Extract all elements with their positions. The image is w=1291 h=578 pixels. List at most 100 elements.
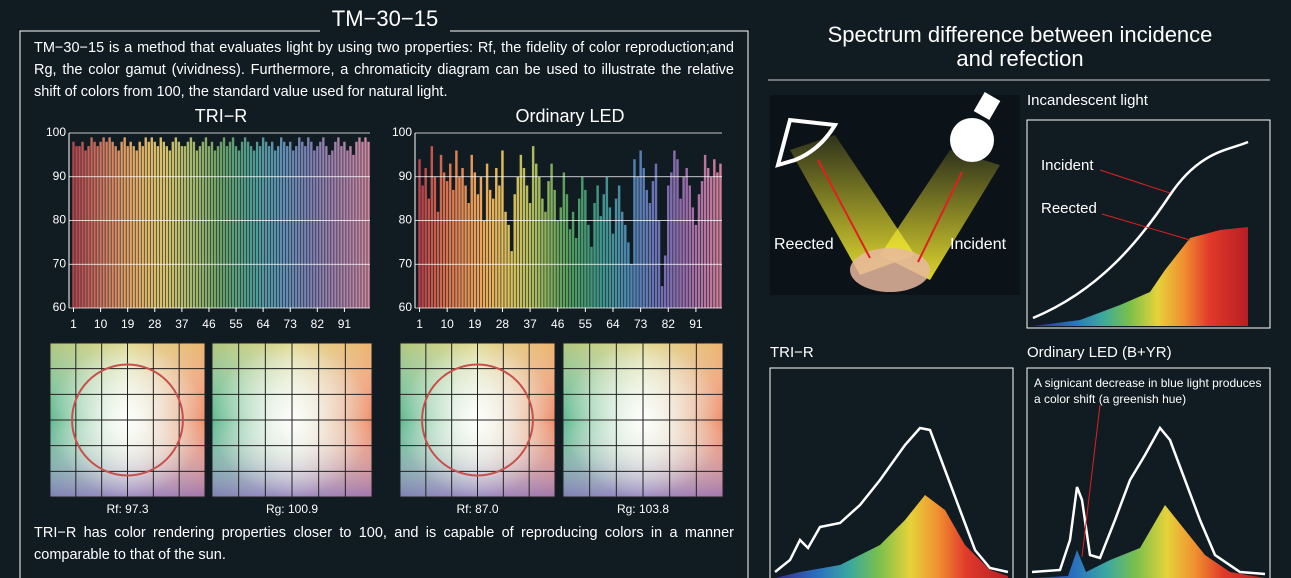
bar — [464, 185, 467, 308]
bar — [458, 176, 461, 308]
x-tick-label: 91 — [338, 317, 352, 331]
x-tick-label: 55 — [229, 317, 243, 331]
chart-title: Ordinary LED — [515, 106, 624, 126]
bar — [123, 137, 126, 308]
bar — [207, 146, 211, 308]
bar — [213, 150, 217, 308]
bar — [719, 163, 722, 308]
bar — [177, 141, 181, 308]
panel-title: Ordinary LED (B+YR) — [1027, 344, 1172, 361]
spectrum-area — [1033, 227, 1248, 326]
bar — [99, 141, 102, 308]
bar — [455, 150, 458, 308]
bar — [270, 141, 274, 308]
x-tick-label: 28 — [148, 317, 162, 331]
bar — [584, 189, 587, 308]
bar — [298, 137, 301, 308]
bar — [84, 150, 87, 308]
bar — [349, 146, 352, 308]
bar — [165, 146, 169, 308]
pointer — [1081, 404, 1101, 558]
bar — [216, 146, 220, 308]
gamut-label: Rg: 100.9 — [266, 502, 318, 516]
bar — [147, 141, 150, 308]
bar — [120, 141, 123, 308]
bar — [427, 198, 430, 308]
bar — [467, 203, 470, 308]
bar — [541, 198, 544, 308]
y-tick-label: 100 — [46, 125, 66, 139]
bar — [180, 146, 184, 308]
bar — [676, 159, 679, 308]
right-title: Spectrum difference between incidence and… — [828, 22, 1213, 71]
bar — [352, 154, 355, 308]
bar — [313, 150, 316, 308]
bar — [627, 242, 630, 308]
y-tick-label: 90 — [399, 169, 413, 183]
bar — [141, 146, 144, 308]
bar — [633, 159, 636, 308]
bar — [574, 238, 578, 308]
gamut-label: Rg: 103.8 — [617, 502, 669, 516]
y-tick-label: 60 — [53, 300, 67, 314]
spectrum-area — [775, 495, 1008, 578]
bar — [292, 150, 295, 308]
bar — [418, 159, 421, 308]
bar — [614, 198, 618, 308]
bar — [642, 168, 645, 308]
bar — [358, 137, 361, 308]
x-tick-label: 73 — [634, 317, 648, 331]
bar — [531, 146, 535, 308]
bar — [93, 141, 96, 308]
bar — [283, 141, 286, 308]
bar — [195, 150, 199, 308]
annotation: A signicant decrease in blue light produ… — [1034, 376, 1262, 406]
bar — [522, 168, 526, 308]
bar — [267, 146, 271, 308]
bar — [78, 146, 81, 308]
bar — [364, 137, 367, 308]
bulb-base — [973, 91, 1001, 121]
bar — [617, 185, 621, 308]
bar — [501, 150, 504, 308]
bar — [559, 207, 563, 308]
bar — [310, 141, 313, 308]
bar — [534, 163, 538, 308]
bar — [630, 264, 633, 308]
bar — [355, 141, 358, 308]
bar — [258, 146, 262, 308]
bar — [611, 233, 615, 308]
bar — [651, 181, 655, 308]
arrow — [917, 171, 963, 263]
bar — [587, 224, 590, 308]
bar — [495, 168, 498, 308]
bar — [328, 154, 331, 308]
bar — [307, 137, 310, 308]
spectrum-area — [1032, 505, 1265, 578]
bar — [186, 141, 190, 308]
bar — [473, 172, 477, 308]
bar — [436, 211, 440, 308]
x-tick-label: 28 — [496, 317, 510, 331]
bar — [553, 189, 556, 308]
bar — [168, 150, 172, 308]
bar — [367, 141, 370, 308]
bar — [433, 176, 437, 308]
bar — [568, 229, 572, 308]
bar — [301, 141, 304, 308]
bar — [144, 137, 147, 308]
bar — [189, 137, 193, 308]
bar — [156, 146, 159, 308]
bar — [547, 181, 550, 308]
bar — [516, 176, 520, 308]
eye-icon — [775, 117, 839, 168]
bar — [519, 154, 523, 308]
bar — [117, 150, 120, 308]
bar — [114, 146, 117, 308]
bar — [476, 194, 480, 308]
bar — [234, 146, 238, 308]
panel-title: TRI−R — [770, 344, 814, 361]
bar — [249, 146, 253, 308]
